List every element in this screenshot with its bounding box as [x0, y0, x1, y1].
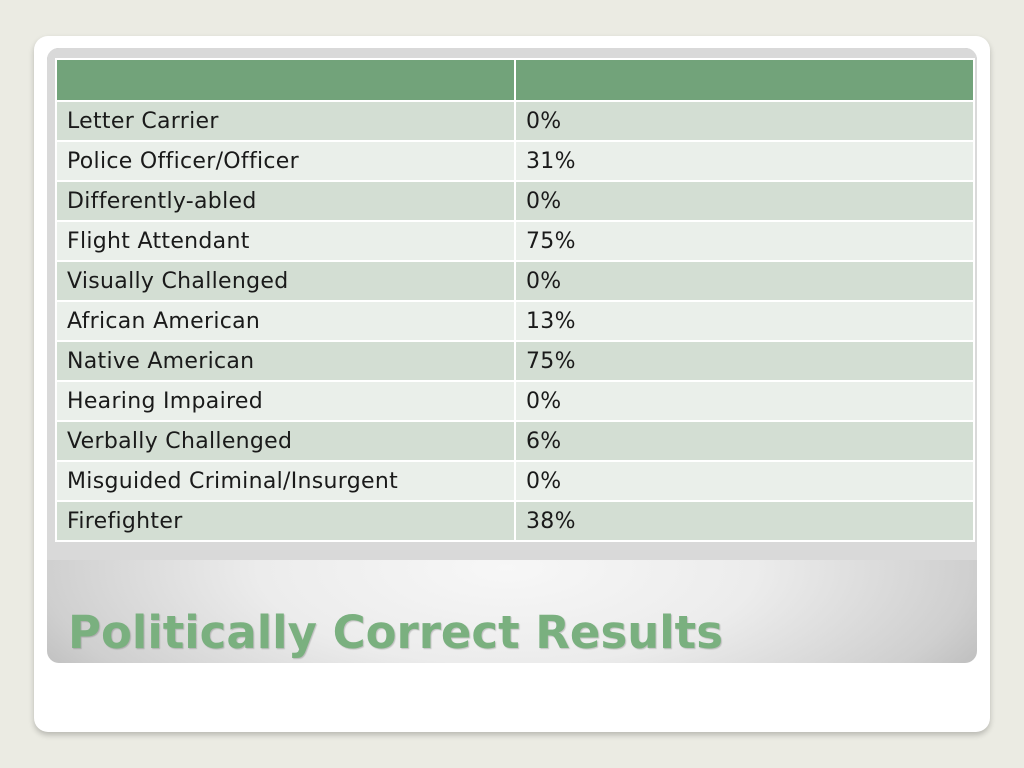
table-row: Visually Challenged 0% [55, 260, 975, 302]
row-label: Hearing Impaired [55, 380, 516, 422]
row-value: 0% [514, 260, 975, 302]
table-row: Firefighter 38% [55, 500, 975, 542]
table-header-row [55, 58, 975, 102]
row-value: 0% [514, 180, 975, 222]
content-panel: Letter Carrier 0% Police Officer/Officer… [47, 48, 977, 663]
row-label: African American [55, 300, 516, 342]
row-value: 13% [514, 300, 975, 342]
table-row: Hearing Impaired 0% [55, 380, 975, 422]
table-row: African American 13% [55, 300, 975, 342]
row-label: Firefighter [55, 500, 516, 542]
row-value: 0% [514, 100, 975, 142]
header-cell-1 [55, 58, 516, 102]
table-row: Letter Carrier 0% [55, 100, 975, 142]
row-value: 75% [514, 220, 975, 262]
row-value: 0% [514, 380, 975, 422]
table-row: Native American 75% [55, 340, 975, 382]
row-label: Misguided Criminal/Insurgent [55, 460, 516, 502]
row-label: Native American [55, 340, 516, 382]
row-value: 0% [514, 460, 975, 502]
row-value: 6% [514, 420, 975, 462]
results-table: Letter Carrier 0% Police Officer/Officer… [55, 58, 975, 542]
row-label: Visually Challenged [55, 260, 516, 302]
table-row: Flight Attendant 75% [55, 220, 975, 262]
row-label: Flight Attendant [55, 220, 516, 262]
row-value: 75% [514, 340, 975, 382]
table-row: Misguided Criminal/Insurgent 0% [55, 460, 975, 502]
header-cell-2 [514, 58, 975, 102]
row-label: Letter Carrier [55, 100, 516, 142]
slide-title: Politically Correct Results [68, 606, 723, 659]
table-row: Differently-abled 0% [55, 180, 975, 222]
row-label: Differently-abled [55, 180, 516, 222]
row-label: Police Officer/Officer [55, 140, 516, 182]
table-row: Police Officer/Officer 31% [55, 140, 975, 182]
table-row: Verbally Challenged 6% [55, 420, 975, 462]
row-label: Verbally Challenged [55, 420, 516, 462]
row-value: 31% [514, 140, 975, 182]
row-value: 38% [514, 500, 975, 542]
